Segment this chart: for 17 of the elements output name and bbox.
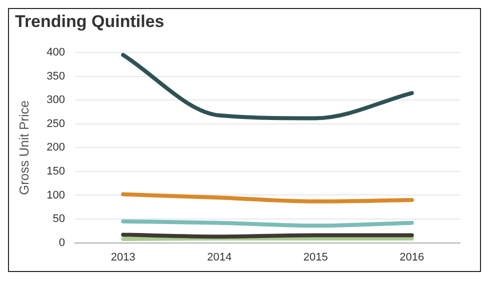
y-axis-title: Gross Unit Price [16,100,32,196]
x-tick-label: 2015 [303,251,328,264]
line-series [121,192,414,204]
y-tick-label: 0 [58,236,65,249]
x-tick-label: 2016 [400,251,424,264]
y-tick-label: 300 [46,94,65,106]
x-tick-label: 2013 [110,251,136,264]
y-tick-label: 350 [46,70,65,82]
x-tick-label: 2014 [207,251,232,264]
y-tick-label: 250 [46,118,65,130]
line-series [121,52,414,120]
y-tick-label: 400 [46,46,65,59]
chart-title: Trending Quintiles [14,11,166,33]
y-tick-label: 50 [52,213,65,226]
y-tick-label: 100 [46,189,65,202]
y-tick-label: 200 [46,142,65,154]
y-tick-label: 150 [46,166,65,178]
